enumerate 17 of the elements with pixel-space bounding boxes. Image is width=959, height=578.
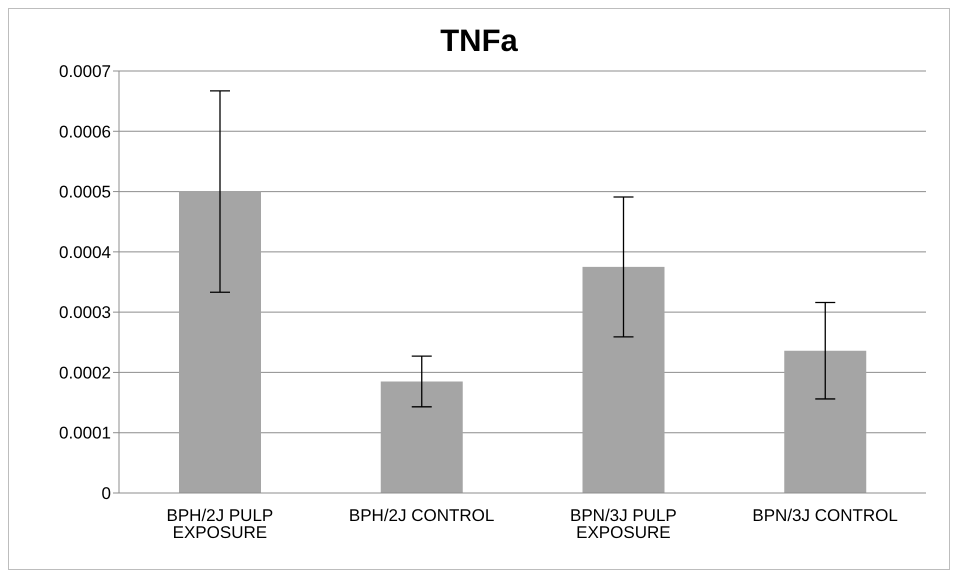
x-tick-label: BPH/2J CONTROL — [348, 506, 494, 526]
bar — [582, 266, 664, 493]
y-tick-label: 0.0001 — [59, 424, 111, 443]
y-tick-label: 0.0005 — [59, 182, 111, 202]
bar — [380, 381, 463, 493]
chart-title: TNFa — [439, 23, 519, 60]
bar — [784, 350, 866, 493]
x-tick-label: BPN/3J PULP EXPOSURE — [570, 506, 677, 542]
y-tick-label: 0.0007 — [59, 62, 111, 82]
y-tick-label: 0.0004 — [59, 242, 111, 262]
x-tick-label: BPN/3J CONTROL — [752, 506, 898, 526]
x-tick-label: BPH/2J PULP EXPOSURE — [166, 506, 274, 542]
y-tick-label: 0.0002 — [59, 363, 111, 382]
y-tick-label: 0.0003 — [59, 303, 111, 322]
y-tick-label: 0.0006 — [59, 122, 111, 142]
bar — [179, 192, 261, 493]
y-tick-label: 0 — [102, 484, 111, 504]
